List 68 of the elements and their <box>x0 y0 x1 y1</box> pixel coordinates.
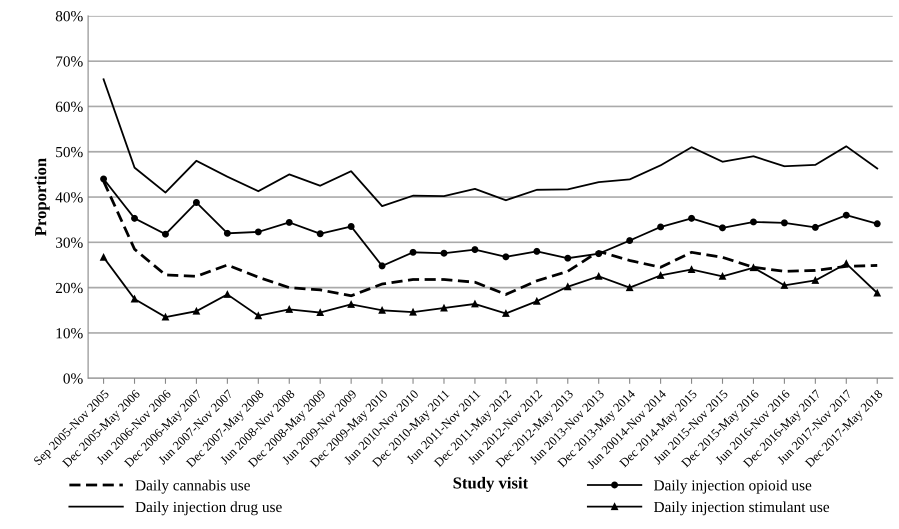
point <box>410 248 417 256</box>
point <box>874 220 881 228</box>
point <box>131 295 138 302</box>
point <box>719 224 726 232</box>
point <box>440 250 448 257</box>
point <box>564 254 572 262</box>
point <box>688 214 696 222</box>
point <box>750 264 757 272</box>
legend-label: Daily cannabis use <box>136 480 250 494</box>
point <box>780 219 788 226</box>
y-tick-label: 30% <box>56 237 83 248</box>
point <box>812 224 819 231</box>
y-tick-label: 70% <box>56 56 83 67</box>
point <box>471 300 478 308</box>
legend-label: Daily injection stimulant use <box>654 501 830 516</box>
point <box>626 237 634 244</box>
point <box>533 248 540 255</box>
point <box>502 310 510 317</box>
point <box>192 308 200 315</box>
y-axis-title: Proportion <box>34 158 50 236</box>
point <box>254 312 262 320</box>
point <box>286 306 293 313</box>
x-axis-title: Study visit <box>454 476 528 492</box>
point <box>100 175 108 182</box>
y-tick-label: 10% <box>56 328 83 338</box>
y-tick-label: 60% <box>56 102 83 112</box>
point <box>595 250 602 258</box>
point <box>192 199 200 206</box>
point <box>316 309 324 316</box>
point <box>595 272 602 280</box>
point <box>533 298 540 305</box>
point <box>224 230 231 237</box>
point <box>842 212 850 219</box>
point <box>471 246 478 254</box>
y-tick-label: 80% <box>56 11 83 22</box>
point <box>162 314 169 321</box>
point <box>254 228 262 236</box>
point <box>348 300 355 308</box>
point <box>502 253 510 260</box>
point <box>842 260 850 268</box>
point <box>564 283 572 290</box>
point <box>348 223 355 230</box>
point <box>780 282 788 289</box>
point <box>286 218 293 226</box>
point <box>812 276 819 284</box>
point <box>410 308 417 316</box>
point <box>316 230 324 238</box>
point <box>874 290 881 297</box>
legend-label: Daily injection drug use <box>136 501 282 516</box>
point <box>657 223 664 230</box>
point <box>131 214 138 222</box>
point <box>719 272 726 280</box>
point <box>100 254 108 261</box>
y-tick-label: 0% <box>63 373 83 384</box>
point <box>378 262 386 270</box>
y-tick-label: 50% <box>56 146 83 158</box>
point <box>688 266 696 273</box>
point <box>378 306 386 314</box>
line-series <box>102 78 878 208</box>
legend-label: Daily injection opioid use <box>654 480 812 494</box>
point <box>657 272 664 279</box>
point <box>162 230 169 238</box>
y-tick-label: 40% <box>56 192 83 203</box>
point <box>440 304 448 312</box>
point <box>750 218 757 226</box>
point <box>626 284 634 292</box>
point <box>224 290 231 298</box>
y-tick-label: 20% <box>56 282 83 294</box>
